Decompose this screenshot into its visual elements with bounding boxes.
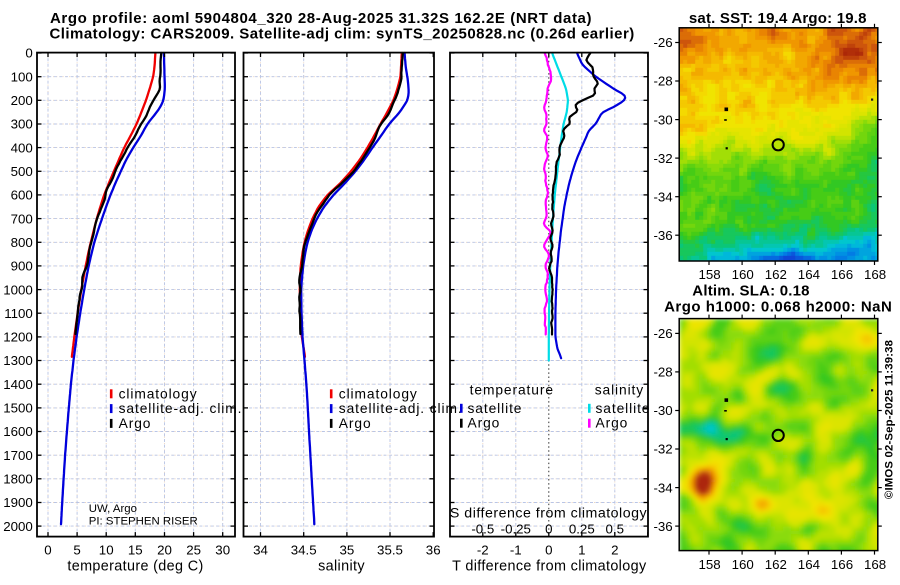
svg-text:1100: 1100: [4, 306, 33, 321]
svg-text:2000: 2000: [3, 519, 33, 534]
svg-text:-26: -26: [653, 326, 672, 341]
svg-text:166: 166: [831, 557, 853, 572]
svg-text:temperature: temperature: [470, 382, 554, 397]
svg-text:160: 160: [732, 267, 754, 282]
svg-text:UW, Argo: UW, Argo: [89, 503, 137, 515]
svg-text:temperature (deg C): temperature (deg C): [67, 558, 203, 574]
svg-text:0.5: 0.5: [606, 522, 625, 537]
svg-text:168: 168: [864, 557, 886, 572]
svg-text:satellite: satellite: [596, 401, 651, 416]
svg-text:-1: -1: [510, 543, 522, 558]
svg-text:©IMOS 02-Sep-2025 11:39:38: ©IMOS 02-Sep-2025 11:39:38: [883, 340, 895, 499]
svg-text:162: 162: [765, 557, 787, 572]
svg-text:climatology: climatology: [339, 386, 418, 401]
svg-text:-26: -26: [653, 35, 672, 50]
svg-text:600: 600: [11, 188, 33, 203]
svg-text:15: 15: [128, 543, 143, 558]
svg-text:700: 700: [11, 211, 33, 226]
svg-text:T difference from climatology: T difference from climatology: [452, 558, 647, 574]
svg-text:162: 162: [765, 267, 787, 282]
svg-text:500: 500: [11, 164, 33, 179]
svg-text:1000: 1000: [3, 282, 33, 297]
svg-text:0: 0: [44, 543, 51, 558]
svg-text:Climatology: CARS2009. Satelli: Climatology: CARS2009. Satellite-adj cli…: [50, 25, 635, 42]
svg-text:1500: 1500: [3, 401, 33, 416]
svg-text:satellite: satellite: [468, 401, 523, 416]
svg-text:36: 36: [426, 543, 441, 558]
svg-text:30: 30: [215, 543, 230, 558]
svg-text:166: 166: [831, 267, 853, 282]
svg-text:34: 34: [253, 543, 268, 558]
svg-text:0: 0: [25, 46, 32, 61]
svg-text:-2: -2: [477, 543, 489, 558]
svg-text:800: 800: [11, 235, 33, 250]
svg-text:25: 25: [186, 543, 201, 558]
svg-text:-34: -34: [653, 189, 672, 204]
svg-text:climatology: climatology: [119, 386, 198, 401]
svg-text:-30: -30: [653, 403, 672, 418]
svg-text:-28: -28: [653, 74, 672, 89]
svg-text:0: 0: [545, 543, 552, 558]
svg-text:Argo h1000: 0.068 h2000: NaN: Argo h1000: 0.068 h2000: NaN: [664, 299, 892, 316]
svg-text:PI: STEPHEN RISER: PI: STEPHEN RISER: [89, 516, 198, 528]
svg-text:salinity: salinity: [595, 382, 644, 397]
svg-text:10: 10: [99, 543, 114, 558]
svg-text:100: 100: [11, 69, 33, 84]
svg-text:900: 900: [11, 259, 33, 274]
svg-text:Argo: Argo: [339, 416, 372, 431]
svg-text:400: 400: [11, 140, 33, 155]
svg-text:-28: -28: [653, 365, 672, 380]
svg-text:0: 0: [545, 522, 552, 537]
svg-text:1200: 1200: [3, 330, 33, 345]
svg-text:164: 164: [798, 557, 820, 572]
svg-text:20: 20: [157, 543, 172, 558]
svg-text:-34: -34: [653, 480, 672, 495]
svg-text:35.5: 35.5: [377, 543, 403, 558]
svg-text:158: 158: [699, 557, 721, 572]
svg-text:168: 168: [864, 267, 886, 282]
svg-text:-0.5: -0.5: [471, 522, 494, 537]
svg-text:1900: 1900: [3, 495, 33, 510]
svg-text:sat. SST: 19.4 Argo: 19.8: sat. SST: 19.4 Argo: 19.8: [689, 10, 867, 27]
svg-text:Argo: Argo: [468, 416, 501, 431]
svg-text:2: 2: [611, 543, 618, 558]
svg-text:1700: 1700: [3, 448, 33, 463]
svg-text:300: 300: [11, 117, 33, 132]
svg-text:1: 1: [578, 543, 585, 558]
svg-text:1400: 1400: [3, 377, 33, 392]
svg-text:1600: 1600: [3, 424, 33, 439]
svg-text:S difference from climatology: S difference from climatology: [450, 505, 648, 521]
svg-text:Argo: Argo: [119, 416, 152, 431]
svg-text:-30: -30: [653, 112, 672, 127]
svg-text:158: 158: [699, 267, 721, 282]
svg-text:164: 164: [798, 267, 820, 282]
svg-text:-32: -32: [653, 442, 672, 457]
svg-text:-36: -36: [653, 519, 672, 534]
svg-text:160: 160: [732, 557, 754, 572]
svg-text:satellite-adj. clim.: satellite-adj. clim.: [119, 401, 243, 416]
svg-text:-0.25: -0.25: [501, 522, 531, 537]
svg-text:1300: 1300: [3, 353, 33, 368]
svg-text:Argo: Argo: [596, 416, 629, 431]
svg-text:salinity: salinity: [318, 558, 365, 574]
svg-text:Argo profile: aoml 5904804_320: Argo profile: aoml 5904804_320 28-Aug-20…: [50, 10, 592, 27]
svg-text:-36: -36: [653, 228, 672, 243]
svg-text:0.25: 0.25: [569, 522, 595, 537]
svg-text:34.5: 34.5: [291, 543, 317, 558]
svg-text:1800: 1800: [3, 472, 33, 487]
svg-text:-32: -32: [653, 151, 672, 166]
svg-text:Altim. SLA: 0.18: Altim. SLA: 0.18: [692, 283, 809, 300]
svg-text:5: 5: [73, 543, 80, 558]
svg-text:200: 200: [11, 93, 33, 108]
svg-text:satellite-adj. clim.: satellite-adj. clim.: [339, 401, 463, 416]
svg-text:35: 35: [340, 543, 355, 558]
